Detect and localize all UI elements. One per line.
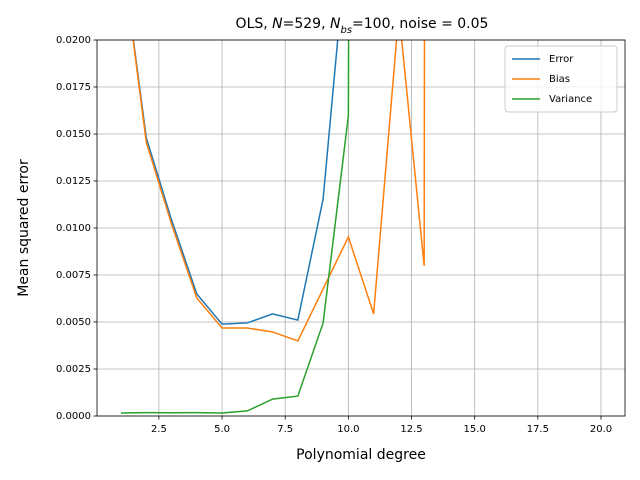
data-line xyxy=(132,40,339,325)
y-tick-label: 0.0075 xyxy=(56,270,91,281)
x-tick-label: 12.5 xyxy=(400,424,422,435)
data-line xyxy=(120,40,350,414)
x-tick-label: 5.0 xyxy=(214,424,230,435)
y-axis-label: Mean squared error xyxy=(16,159,32,297)
axes-frame xyxy=(96,39,626,417)
legend-label: Bias xyxy=(549,74,570,85)
x-axis-label: Polynomial degree xyxy=(296,447,426,463)
y-tick-label: 0.0025 xyxy=(56,364,91,375)
y-tick-label: 0.0000 xyxy=(56,411,91,422)
legend-label: Variance xyxy=(549,94,592,105)
y-tick-label: 0.0050 xyxy=(56,317,91,328)
legend-label: Error xyxy=(549,54,574,65)
y-tick-label: 0.0125 xyxy=(56,176,91,187)
data-line xyxy=(132,40,426,342)
x-tick-label: 7.5 xyxy=(277,424,293,435)
x-tick-label: 17.5 xyxy=(527,424,549,435)
x-tick-label: 15.0 xyxy=(464,424,486,435)
chart-title: OLS, N=529, Nbs=100, noise = 0.05 xyxy=(236,16,489,36)
title-part: =100, noise = 0.05 xyxy=(352,16,488,32)
x-tick-label: 20.0 xyxy=(590,424,612,435)
legend-box xyxy=(504,45,618,113)
y-tick-label: 0.0175 xyxy=(56,82,91,93)
y-tick-label: 0.0200 xyxy=(56,35,91,46)
title-part: N xyxy=(272,16,283,32)
title-part: N xyxy=(330,16,341,32)
title-part: bs xyxy=(340,25,352,36)
plot-area xyxy=(120,40,426,414)
y-tick-label: 0.0150 xyxy=(56,129,91,140)
legend: Error Bias Variance xyxy=(504,45,618,113)
title-part: =529, xyxy=(283,16,330,32)
x-tick-label: 2.5 xyxy=(151,424,167,435)
x-tick-label: 10.0 xyxy=(337,424,359,435)
title-part: OLS, xyxy=(236,16,273,32)
y-tick-label: 0.0100 xyxy=(56,223,91,234)
